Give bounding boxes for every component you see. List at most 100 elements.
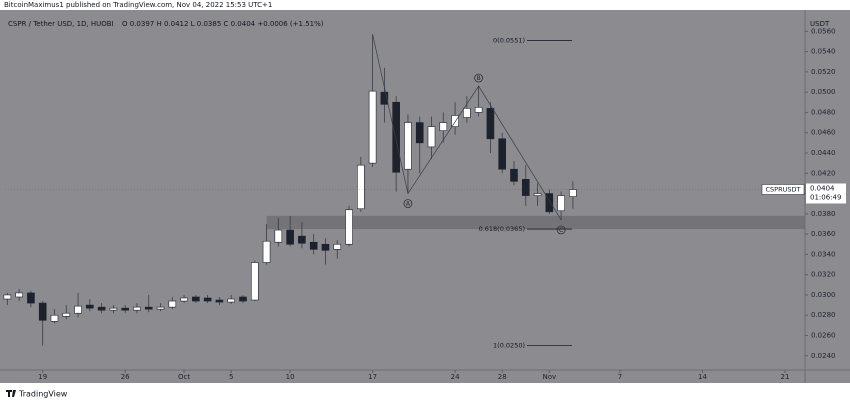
candle-body [215, 299, 224, 303]
y-tick-label: 0.0420 [811, 169, 836, 177]
y-tick-label: 0.0440 [811, 149, 836, 157]
candle-body [121, 307, 129, 311]
y-tick-label: 0.0360 [811, 230, 836, 238]
y-tick-label: 0.0560 [811, 27, 836, 35]
candle-body [404, 122, 412, 170]
brand-logo: TradingView [6, 390, 68, 399]
candle-body [239, 296, 247, 302]
wave-marker [556, 225, 566, 235]
symbol-title: CSPR / Tether USD, 1D, HUOBI [8, 20, 114, 28]
symbol-tag-label: CSPRUSDT [766, 185, 801, 193]
candle-body [333, 243, 342, 250]
candle-body [474, 107, 483, 113]
candle-body [380, 91, 389, 105]
candle-body [451, 115, 459, 127]
x-tick-label: 19 [38, 373, 47, 381]
wave-line [372, 34, 562, 221]
price-tag-label: 0.0404 [810, 184, 835, 192]
candle-body [557, 195, 565, 212]
candle-body [274, 229, 283, 243]
candle-body [533, 193, 542, 196]
support-zone [266, 215, 805, 230]
wave-label: A [406, 201, 411, 208]
candle-body [486, 108, 495, 140]
candle-body [109, 307, 118, 311]
x-tick-label: 21 [781, 373, 790, 381]
y-tick-label: 0.0540 [811, 48, 836, 56]
candle-body [144, 306, 153, 310]
candle-body [545, 193, 554, 213]
candle-body [321, 243, 330, 251]
brand: TradingView [18, 390, 68, 399]
candle-body [439, 122, 448, 131]
y-tick-label: 0.0240 [811, 352, 836, 360]
fib-label: 1(0.0250) [493, 342, 525, 350]
y-tick-label: 0.0460 [811, 129, 836, 137]
y-tick-label: 0.0500 [811, 88, 836, 96]
wave-label: C [559, 227, 563, 234]
x-tick-label: 17 [368, 373, 377, 381]
candle-body [27, 292, 35, 304]
fib-label: 0.618(0.0365) [479, 225, 525, 233]
credit: BitcoinMaximus1 published on TradingView… [4, 1, 272, 9]
candle-body [15, 292, 23, 298]
candle-body [180, 297, 188, 302]
x-tick-label: 10 [286, 373, 295, 381]
x-tick-label: 5 [229, 373, 233, 381]
x-tick-label: 24 [451, 373, 460, 381]
currency: USDT [810, 20, 830, 28]
plot: 0.0240 0.0260 0.0280 0.0300 0.0320 0.0340 0.03… [3, 27, 846, 381]
candle-body [357, 164, 365, 210]
candle-body [3, 294, 12, 300]
candle-body [227, 298, 236, 303]
candle-body [262, 240, 271, 263]
y-tick-label: 0.0480 [811, 108, 836, 116]
y-tick-label: 0.0320 [811, 271, 836, 279]
logo-mark [6, 390, 16, 397]
x-tick-label: 26 [121, 373, 130, 381]
candle-body [463, 108, 471, 118]
fib-label: 0(0.0551) [493, 36, 525, 44]
candle-body [133, 306, 141, 311]
y-tick-label: 0.0380 [811, 210, 836, 218]
y-tick-label: 0.0520 [811, 68, 836, 76]
y-tick-label: 0.0260 [811, 332, 836, 340]
ohlc-values: O 0.0397 H 0.0412 L 0.0385 C 0.0404 +0.0… [122, 20, 324, 28]
x-tick-label: Oct [178, 373, 190, 381]
candle-body [286, 229, 294, 245]
candle-body [97, 306, 106, 311]
candle-body [74, 305, 82, 314]
candle-body [62, 312, 71, 317]
candle-body [309, 241, 318, 250]
candle-body [298, 235, 306, 244]
candle-body [86, 304, 94, 309]
wave-label: B [477, 75, 481, 82]
candle-body [345, 209, 353, 245]
candle-body [38, 302, 47, 321]
candle-body [50, 314, 59, 322]
x-tick-label: 28 [498, 373, 507, 381]
candle-body [498, 138, 507, 170]
candle-body [510, 168, 518, 182]
price-tag [806, 183, 846, 204]
candle-body [203, 297, 212, 302]
countdown-label: 01:06:49 [810, 193, 841, 201]
candle-body [192, 296, 200, 302]
candle-body [427, 126, 436, 148]
wave-marker [403, 199, 413, 208]
x-tick-label: Nov [542, 373, 556, 381]
candle-body [415, 122, 424, 144]
candle-body [250, 262, 259, 301]
y-tick-label: 0.0340 [811, 250, 836, 258]
x-tick-label: 7 [618, 373, 622, 381]
chart-panel [0, 10, 850, 383]
symbol-tag [761, 184, 805, 195]
y-tick-label: 0.0300 [811, 291, 836, 299]
x-tick-label: 14 [698, 373, 707, 381]
candle-body [156, 306, 165, 310]
candle-body [368, 90, 377, 164]
y-tick-label: 0.0280 [811, 311, 836, 319]
wave-marker [474, 73, 483, 83]
